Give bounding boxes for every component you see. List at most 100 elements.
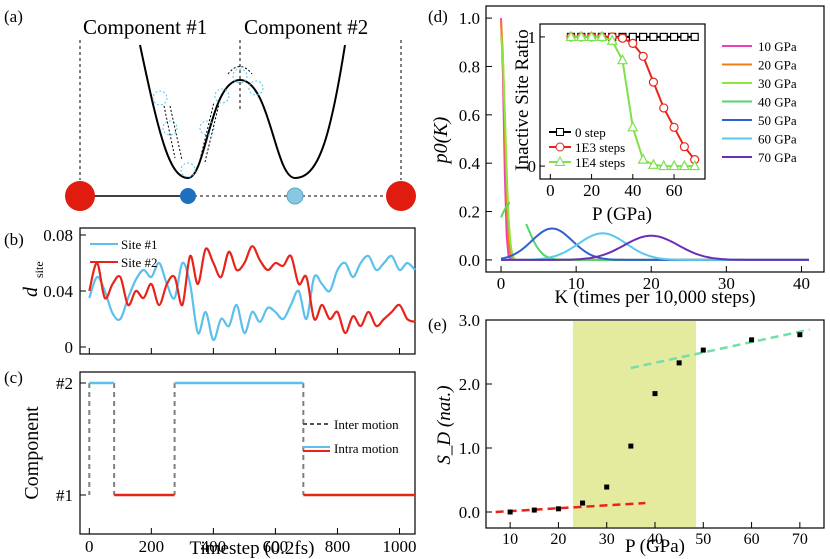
panel-e-label: (e) (428, 315, 447, 334)
panel-d-frame (485, 5, 825, 273)
legend-text: 50 GPa (758, 113, 797, 128)
legend-text: 30 GPa (758, 76, 797, 91)
data-point (628, 443, 634, 449)
series-line-site2 (88, 245, 416, 335)
xtick-label: 10 (568, 274, 585, 293)
xtick-label: 200 (139, 537, 165, 556)
xtick-label: 0 (85, 537, 94, 556)
legend-intra-text: Intra motion (334, 441, 399, 456)
inset-ytick-label: 0 (528, 157, 537, 176)
xtick-label: 800 (325, 537, 351, 556)
panel-d: (d) 0 10 20 30 400.00.20.40.60.81.0 K (times… (428, 5, 825, 308)
legend-text: 70 GPa (758, 150, 797, 165)
inset-ticks: 0 20 40 60 0 1 (528, 28, 683, 200)
panel-d-xlabel: K (times per 10,000 steps) (554, 287, 755, 308)
panel-b-ticks: 0 0.04 0.08 (43, 226, 400, 357)
ytick-label: #2 (56, 374, 73, 393)
fit-line-low (495, 501, 646, 514)
panel-b-ylabel-main: d (20, 286, 42, 297)
ghost-circle (152, 90, 168, 106)
inset-marker-circle (648, 77, 659, 87)
ghost-circle (248, 80, 264, 96)
ghost-circle (214, 88, 230, 104)
inset-ytick-label: 1 (528, 28, 537, 47)
panel-e-xlabel: P (GPa) (625, 536, 685, 557)
panel-e-series (495, 328, 810, 515)
panel-c-label: (c) (4, 368, 23, 387)
panel-c-frame (79, 371, 416, 535)
inset-marker-square (649, 32, 658, 42)
legend-inter-text: Inter motion (334, 417, 399, 432)
panel-b-series (88, 245, 416, 342)
double-well-potential (139, 44, 346, 180)
inset-marker-triangle (575, 30, 587, 42)
xtick-label: 70 (792, 531, 808, 548)
inset-legend-text: 0 step (575, 125, 606, 140)
ghost-circle (180, 162, 196, 178)
panel-c: (c) 0 200 400 600 800 1000 #2 #1 Timestep (0.2f… (4, 368, 416, 559)
panel-b-ylabel-sub: site (32, 261, 46, 278)
fit-line-high (630, 328, 810, 370)
inset-marker-triangle (606, 34, 618, 45)
ytick-label: 0.0 (459, 503, 480, 522)
xtick-label: 50 (695, 531, 711, 548)
xtick-label: 60 (744, 531, 760, 548)
data-point (555, 506, 561, 512)
panel-e-ylabel: S_D (nat.) (434, 385, 455, 464)
xtick-label: 600 (263, 537, 289, 556)
ytick-label: 0.4 (459, 154, 481, 173)
inset-marker-triangle (668, 159, 680, 171)
inset-marker-triangle (637, 153, 649, 164)
transition-shaded-region (572, 321, 697, 527)
panel-d-legend: 10 GPa 20 GPa 30 GPa 40 GPa 50 GPa 60 GPa 70 G… (722, 39, 797, 165)
left-red-atom (65, 181, 95, 211)
data-point (580, 500, 586, 506)
motion-arrow (163, 105, 176, 159)
panel-b: (b) 0 0.04 0.08 d site Site #1 Site #2 (4, 226, 416, 357)
component-2-label: Component #2 (244, 15, 368, 39)
panel-e-ticks: 10 20 30 40 50 60 70 0.0 1.0 2.0 3.0 (459, 311, 808, 548)
ytick-label: 0.6 (459, 106, 480, 125)
data-point (749, 337, 755, 343)
legend-text: 60 GPa (758, 132, 797, 147)
inset-marker-triangle (627, 121, 639, 132)
ytick-label: #1 (56, 486, 73, 505)
inset-marker-square (669, 32, 679, 42)
inset-xtick-label: 40 (624, 181, 641, 200)
inset-xlabel: P (GPa) (592, 204, 652, 225)
ghost-circle (162, 120, 178, 136)
xtick-label: 20 (550, 531, 566, 548)
data-point (507, 509, 513, 515)
inset-marker-triangle (658, 159, 670, 171)
inset-marker-triangle (617, 53, 628, 65)
panel-a: (a) Component #1 Component #2 (4, 7, 416, 211)
right-red-atom (386, 181, 416, 211)
series-line-site1 (88, 254, 416, 342)
inset-legend-text: 1E4 steps (575, 155, 625, 170)
inset-xtick-label: 0 (546, 181, 555, 200)
inset-marker-circle (679, 142, 689, 152)
xtick-label: 30 (718, 274, 735, 293)
ytick-label: 1.0 (459, 9, 480, 28)
series-line-50gpa (500, 227, 809, 261)
ytick-label: 3.0 (459, 311, 480, 330)
legend-text: 10 GPa (758, 39, 797, 54)
ghost-circles (152, 68, 264, 178)
legend-text: 40 GPa (758, 95, 797, 110)
ytick-label: 0.04 (43, 282, 73, 301)
inset-xtick-label: 60 (666, 181, 683, 200)
xtick-label: 20 (643, 274, 660, 293)
inset-legend-text: 1E3 steps (575, 140, 625, 155)
panel-c-series (88, 381, 415, 497)
inset-legend-marker (554, 155, 566, 166)
panel-b-label: (b) (4, 230, 24, 249)
xtick-label: 40 (793, 274, 810, 293)
motion-arrow (199, 101, 215, 161)
inset-marker-circle (628, 38, 638, 48)
data-point (797, 332, 803, 338)
panel-d-label: (d) (428, 7, 448, 26)
inset-xtick-label: 20 (583, 181, 600, 200)
inset-marker-triangle (678, 159, 690, 171)
data-point (531, 507, 537, 513)
